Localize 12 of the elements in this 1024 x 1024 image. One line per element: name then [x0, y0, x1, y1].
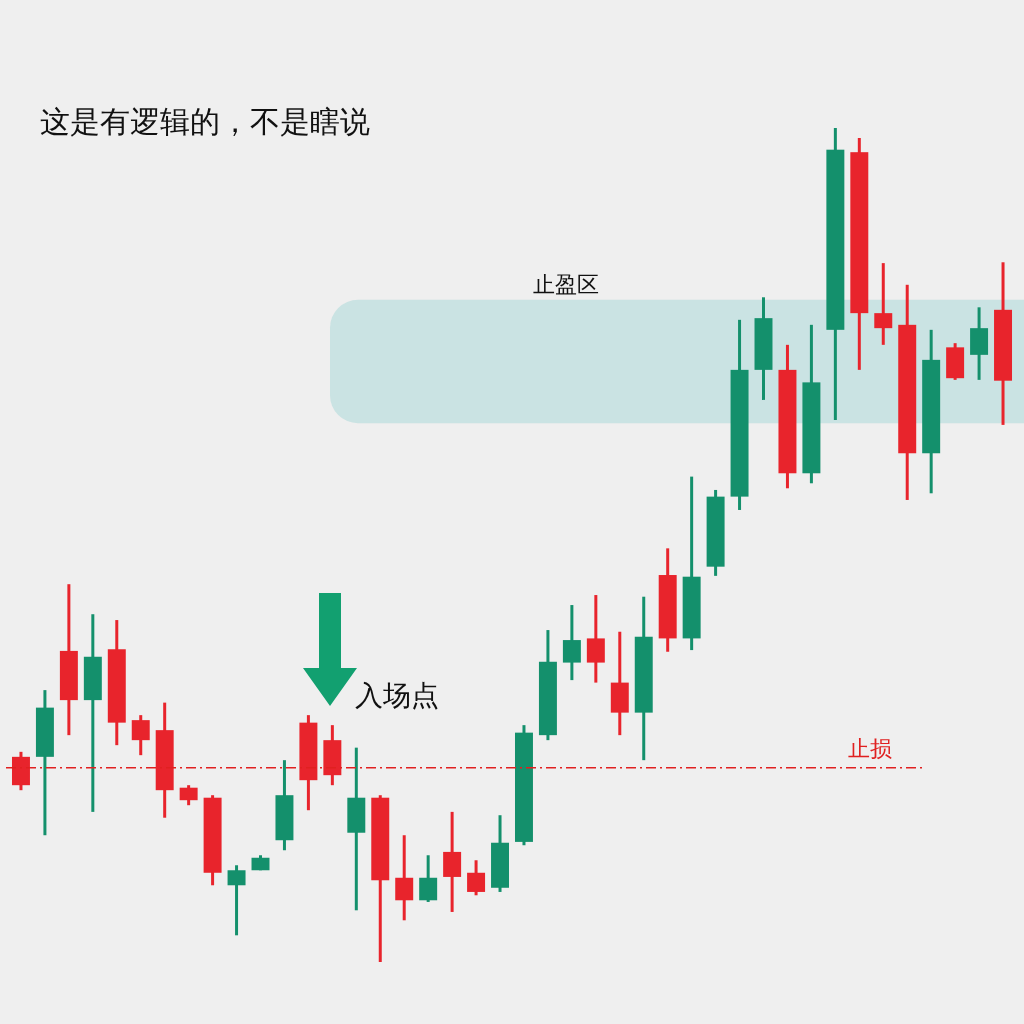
candlestick — [562, 605, 581, 682]
ref-line-label: 止损 — [848, 735, 892, 761]
candlestick — [131, 715, 150, 757]
candlestick — [227, 865, 246, 936]
candlestick — [179, 785, 198, 807]
candlestick — [419, 855, 438, 902]
candlestick — [395, 835, 414, 921]
chart-title: 这是有逻辑的，不是瞎说 — [40, 104, 370, 139]
candlestick — [874, 263, 893, 345]
annotation: 入场点 — [355, 679, 439, 712]
candlestick — [467, 860, 486, 896]
band-label: 止盈区 — [533, 271, 599, 297]
